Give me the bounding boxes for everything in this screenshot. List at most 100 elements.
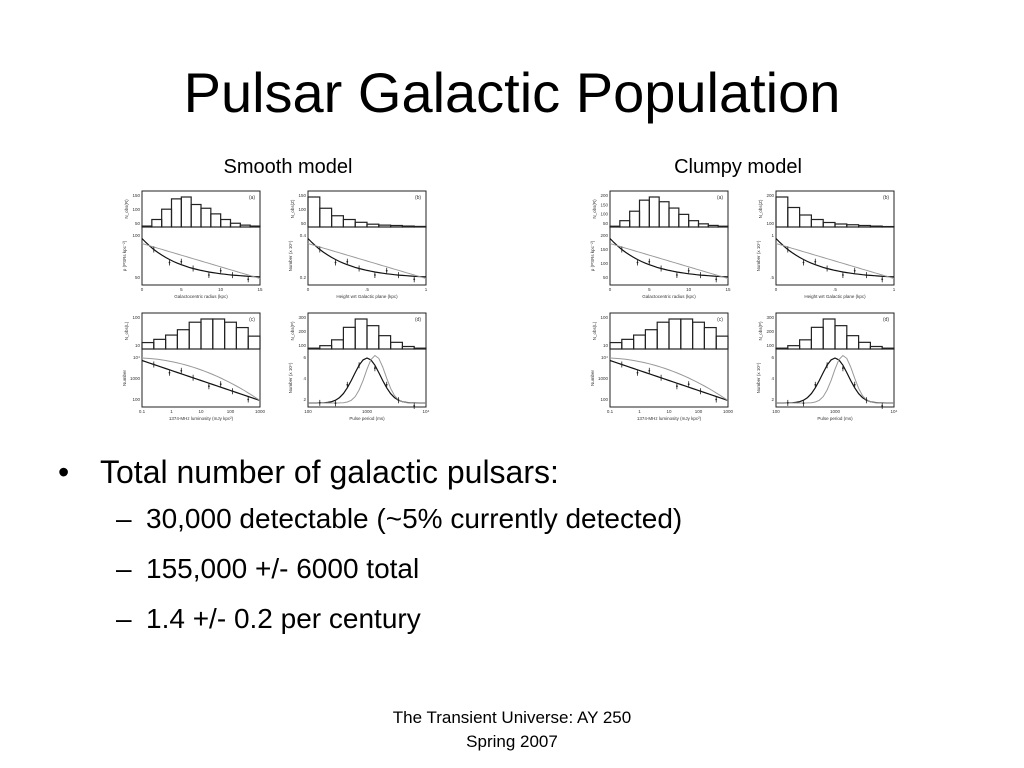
histogram-bar bbox=[658, 201, 670, 228]
histogram-bar bbox=[331, 215, 345, 228]
data-point bbox=[853, 269, 856, 272]
x-tick-label: 1 bbox=[893, 287, 896, 292]
y-axis-label: N_obs(R) bbox=[592, 199, 597, 219]
bullet-marker: • bbox=[58, 454, 70, 490]
histogram-bar bbox=[378, 224, 392, 228]
model-curve bbox=[307, 238, 427, 278]
data-point bbox=[358, 364, 360, 367]
x-tick-label: 5 bbox=[648, 287, 651, 292]
histogram-bar bbox=[319, 345, 333, 350]
y-tick-label: 0.4 bbox=[300, 233, 307, 238]
model-curve-alt bbox=[308, 354, 426, 404]
y-axis-label: Number (x 10⁴) bbox=[756, 240, 761, 271]
x-axis-label: 1374-MHz luminosity (mJy kpc²) bbox=[637, 416, 702, 421]
y-axis-label: ρ (PSRs kpc⁻²) bbox=[590, 240, 595, 271]
y-axis-label: N_obs(R) bbox=[124, 199, 129, 219]
y-tick-label: 300 bbox=[766, 315, 774, 320]
histogram-bar bbox=[715, 335, 729, 350]
data-point bbox=[802, 402, 805, 405]
y-tick-label: .5 bbox=[770, 275, 774, 280]
histogram-bar bbox=[881, 347, 895, 350]
histogram-bar bbox=[390, 224, 404, 228]
histogram-bar bbox=[180, 196, 192, 228]
histogram-bar bbox=[342, 218, 356, 228]
data-point bbox=[826, 364, 828, 367]
histogram-bar bbox=[212, 318, 226, 350]
y-tick-label: 6 bbox=[771, 355, 774, 360]
y-tick-label: 100 bbox=[600, 261, 608, 266]
bullet-list: • Total number of galactic pulsars: – 30… bbox=[58, 450, 998, 644]
histogram-bar bbox=[632, 334, 646, 350]
data-point bbox=[636, 371, 639, 374]
histogram-bar bbox=[342, 326, 356, 350]
histogram-bar bbox=[799, 339, 813, 350]
data-point bbox=[397, 399, 400, 402]
histogram-bar bbox=[307, 347, 321, 350]
panel-label: (c) bbox=[717, 317, 723, 323]
histogram-bar bbox=[619, 220, 631, 228]
footer-term: Spring 2007 bbox=[466, 732, 558, 751]
histogram-bar bbox=[176, 329, 190, 350]
y-axis-label: Number (x 10⁴) bbox=[756, 362, 761, 393]
model-curve-alt bbox=[141, 357, 261, 401]
y-tick-label: 100 bbox=[766, 221, 774, 226]
histogram-bar bbox=[170, 198, 182, 228]
y-tick-label: 100 bbox=[600, 212, 608, 217]
histogram-bar bbox=[810, 218, 824, 228]
y-axis-label: Number (x 10⁴) bbox=[288, 362, 293, 393]
y-tick-label: 10⁴ bbox=[133, 355, 140, 360]
histogram-frame bbox=[775, 190, 895, 228]
y-tick-label: 50 bbox=[301, 221, 307, 226]
y-tick-label: 150 bbox=[298, 193, 306, 198]
data-point bbox=[620, 248, 623, 251]
sub-bullet-text: 155,000 +/- 6000 total bbox=[146, 553, 420, 584]
x-axis-label: 1374-MHz luminosity (mJy kpc²) bbox=[169, 416, 234, 421]
y-tick-label: 300 bbox=[298, 315, 306, 320]
data-point bbox=[660, 267, 662, 270]
x-tick-label: 15 bbox=[725, 287, 731, 292]
y-tick-label: 4 bbox=[771, 376, 774, 381]
model-curve bbox=[141, 359, 261, 402]
data-point bbox=[231, 274, 234, 276]
caption-smooth-model: Smooth model bbox=[223, 156, 353, 178]
data-point bbox=[636, 261, 639, 264]
histogram-bar bbox=[810, 326, 824, 350]
model-curve-alt bbox=[609, 243, 729, 279]
data-point bbox=[180, 260, 183, 263]
histogram-bar bbox=[249, 225, 261, 228]
data-point bbox=[168, 261, 171, 264]
y-tick-label: 1000 bbox=[598, 376, 609, 381]
histogram-bar bbox=[401, 225, 415, 228]
histogram-bar bbox=[638, 199, 650, 228]
y-axis-label: N_obs(L) bbox=[124, 321, 129, 340]
y-tick-label: 50 bbox=[135, 275, 141, 280]
histogram-bar bbox=[223, 321, 237, 350]
y-tick-label: 150 bbox=[600, 247, 608, 252]
model-curve-alt bbox=[141, 243, 261, 279]
x-axis-label: Galactocentric radius (kpc) bbox=[642, 294, 696, 299]
data-point bbox=[318, 248, 321, 251]
panel-(b): (b) 150 100 50 0.4 0.2 0 .5 1 Height wrt Galactic… bbox=[288, 190, 428, 299]
histogram-bar bbox=[629, 210, 641, 228]
x-tick-label: 10 bbox=[218, 287, 224, 292]
y-tick-label: 200 bbox=[600, 193, 608, 198]
histogram-bar bbox=[858, 224, 872, 228]
y-axis-label: N_obs(P) bbox=[290, 321, 295, 341]
x-tick-label: 1 bbox=[638, 409, 641, 414]
x-axis-label: Pulse period (ms) bbox=[817, 416, 853, 421]
panel-(a): (a) 200 150 100 50 200 150 100 50 0 5 10 15 Galactoce… bbox=[590, 190, 731, 299]
sub-bullet-text: 1.4 +/- 0.2 per century bbox=[146, 603, 421, 634]
data-point bbox=[334, 261, 337, 264]
footer-course: The Transient Universe: AY 250 bbox=[392, 708, 632, 727]
histogram-bar bbox=[846, 224, 860, 228]
histogram-bar bbox=[668, 207, 680, 228]
data-point bbox=[180, 369, 183, 372]
y-axis-label: ρ (PSRs kpc⁻²) bbox=[122, 240, 127, 271]
histogram-bar bbox=[247, 335, 261, 350]
histogram-bar bbox=[858, 341, 872, 350]
x-tick-label: 0 bbox=[307, 287, 310, 292]
data-point bbox=[687, 383, 690, 386]
histogram-bar bbox=[141, 225, 153, 228]
model-curve-alt bbox=[609, 357, 729, 401]
histogram-bar bbox=[648, 196, 660, 228]
